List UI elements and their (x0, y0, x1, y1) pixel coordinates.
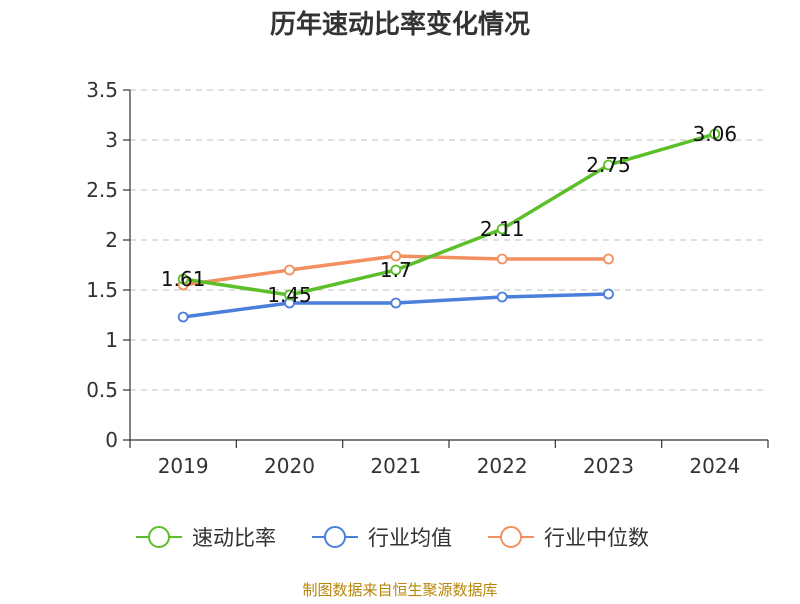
data-point-2-2020 (284, 264, 295, 276)
series-lines (177, 128, 721, 323)
y-tick-label-0: 0 (105, 428, 118, 452)
data-point-0-2020 (284, 289, 295, 301)
x-tick-label-2021: 2021 (370, 454, 421, 478)
y-tick-label-1: 0.5 (86, 378, 118, 402)
legend-label-1: 行业均值 (368, 526, 452, 550)
series-line-0 (182, 132, 716, 297)
y-tick-label-2: 1 (105, 328, 118, 352)
data-label-2022: 2.11 (480, 217, 525, 241)
legend-marker-0 (148, 526, 170, 548)
y-tick-label-5: 2.5 (86, 178, 118, 202)
x-tick-label-2024: 2024 (689, 454, 740, 478)
data-point-2-2021 (390, 250, 402, 262)
y-tick-label-7: 3.5 (86, 78, 118, 102)
y-tick-label-4: 2 (105, 228, 118, 252)
data-label-2019: 1.61 (161, 267, 206, 291)
data-point-0-2022 (496, 223, 508, 235)
data-point-1-2021 (390, 297, 402, 309)
gridlines (130, 89, 768, 391)
data-point-1-2019 (177, 311, 189, 323)
x-tick-label-2022: 2022 (477, 454, 528, 478)
data-label-2021: 1.7 (380, 258, 412, 282)
source-note: 制图数据来自恒生聚源数据库 (302, 581, 497, 599)
chart-title: 历年速动比率变化情况 (270, 9, 530, 40)
axes: 0 0.5 1 1.5 2 2.5 3 3.5 2019 2020 2021 2022 2023 2024 (86, 78, 769, 478)
data-label-2023: 2.75 (586, 153, 631, 177)
data-point-0-2021 (390, 264, 402, 276)
y-tick-label-6: 3 (105, 128, 118, 152)
data-point-2-2022 (496, 253, 508, 265)
legend-marker-2 (500, 526, 522, 548)
x-tick-label-2019: 2019 (158, 454, 209, 478)
x-tick-label-2023: 2023 (583, 454, 634, 478)
data-label-2020: 1.45 (267, 283, 312, 307)
data-point-0-2023 (603, 159, 614, 171)
data-label-2024: 3.06 (693, 122, 738, 146)
data-point-1-2023 (603, 288, 614, 300)
y-tick-label-3: 1.5 (86, 278, 118, 302)
legend-label-0: 速动比率 (192, 526, 276, 550)
data-labels: 1.61 1.45 1.7 2.11 2.75 3.06 (161, 122, 737, 307)
legend: 速动比率 行业均值 行业中位数 (136, 526, 649, 550)
data-point-0-2019 (177, 273, 189, 285)
data-point-1-2022 (496, 291, 508, 303)
data-point-2-2023 (603, 253, 614, 265)
x-tick-label-2020: 2020 (264, 454, 315, 478)
data-point-0-2024 (709, 128, 721, 140)
legend-label-2: 行业中位数 (544, 526, 649, 550)
legend-marker-1 (324, 526, 346, 548)
